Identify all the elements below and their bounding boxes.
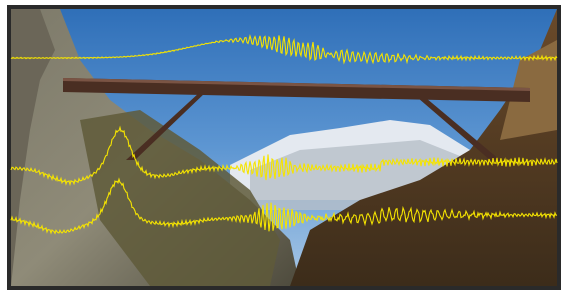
image bbox=[11, 9, 557, 286]
page: (() => { JSON.parse(document.getElementB… bbox=[0, 0, 569, 294]
photo-with-traces bbox=[0, 0, 569, 294]
